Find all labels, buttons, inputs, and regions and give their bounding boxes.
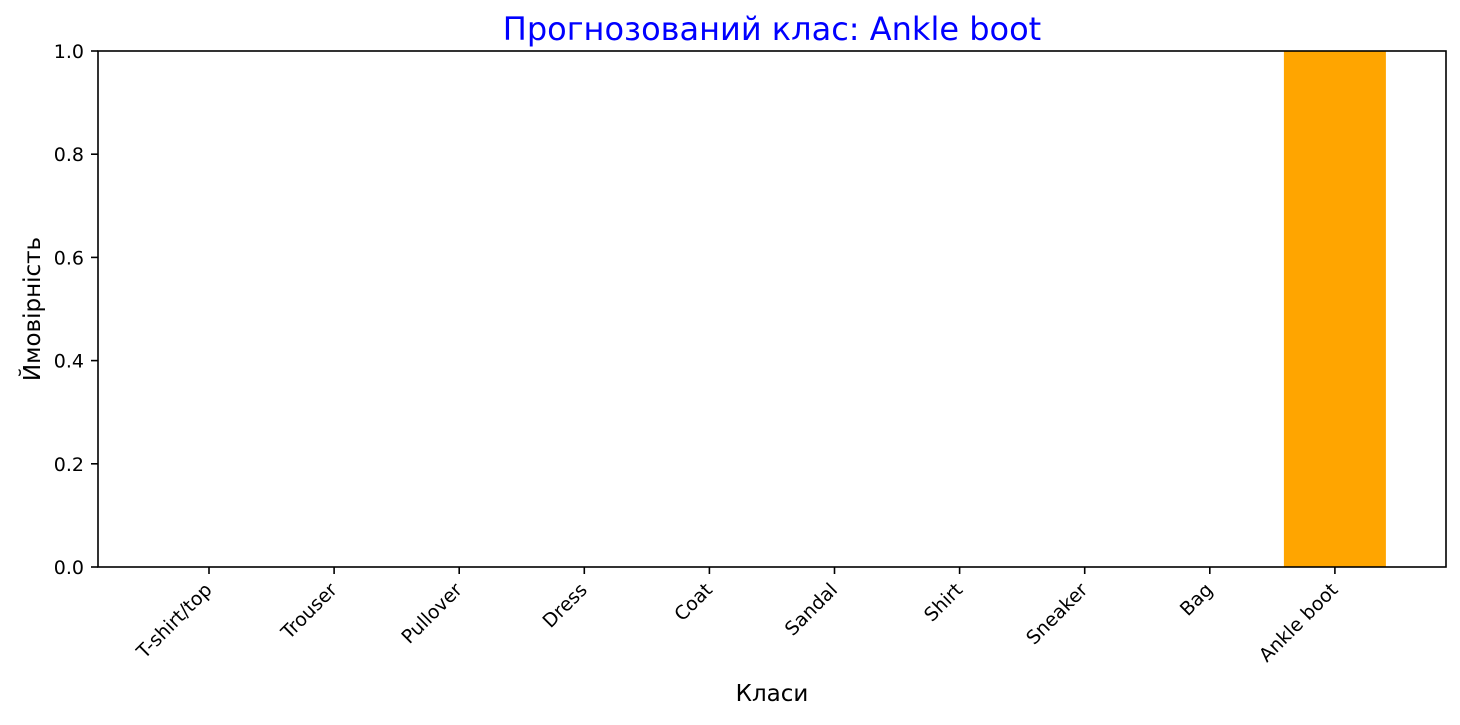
x-tick-label: Sneaker — [1022, 579, 1092, 649]
x-tick-label: T-shirt/top — [132, 579, 217, 664]
chart-title: Прогнозований клас: Ankle boot — [503, 10, 1041, 48]
bar-ankle-boot — [1283, 51, 1386, 567]
y-axis: 0.0 0.2 0.4 0.6 0.8 1.0 — [54, 41, 98, 579]
y-tick-label: 0.6 — [54, 247, 84, 269]
x-axis-label: Класи — [736, 681, 809, 707]
x-tick-label: Dress — [538, 579, 591, 632]
y-tick-label: 0.2 — [54, 454, 84, 476]
x-tick-label: Trouser — [276, 579, 341, 644]
bars-group — [1283, 51, 1386, 567]
y-tick-label: 1.0 — [54, 41, 84, 63]
x-tick-label: Ankle boot — [1255, 579, 1343, 667]
y-axis-label: Ймовірність — [18, 237, 46, 381]
plot-frame — [97, 50, 1447, 568]
y-tick-label: 0.4 — [54, 351, 84, 373]
x-axis: T-shirt/top Trouser Pullover Dress Coat Sanda… — [132, 567, 1343, 667]
x-tick-label: Shirt — [920, 579, 967, 626]
x-tick-label: Bag — [1176, 579, 1218, 621]
x-tick-label: Sandal — [781, 579, 842, 640]
x-tick-label: Pullover — [397, 579, 466, 648]
x-tick-label: Coat — [670, 579, 717, 626]
y-tick-label: 0.0 — [54, 557, 84, 579]
y-tick-label: 0.8 — [54, 144, 84, 166]
